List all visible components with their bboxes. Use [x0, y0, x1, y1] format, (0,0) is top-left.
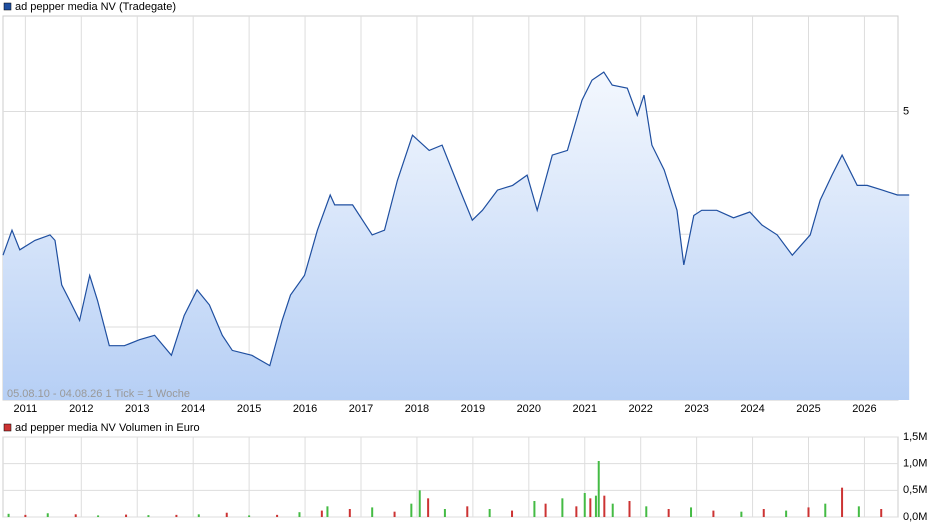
- volume-bar: [74, 514, 77, 517]
- x-tick-label: 2011: [14, 403, 38, 415]
- volume-bar: [320, 510, 323, 517]
- volume-bar: [24, 514, 27, 517]
- x-tick-label: 2016: [293, 403, 317, 415]
- volume-legend-swatch: [3, 423, 12, 432]
- volume-bar: [589, 498, 592, 517]
- volume-bar: [410, 503, 413, 517]
- x-tick-label: 2012: [69, 403, 93, 415]
- volume-title: ad pepper media NV Volumen in Euro: [15, 422, 200, 434]
- x-tick-label: 2014: [181, 403, 205, 415]
- volume-bar: [46, 513, 49, 517]
- x-tick-label: 2022: [628, 403, 652, 415]
- volume-bar: [225, 512, 228, 517]
- volume-bar: [326, 506, 329, 517]
- volume-bar: [298, 512, 301, 517]
- volume-bar: [712, 510, 715, 517]
- x-tick-label: 2015: [237, 403, 261, 415]
- price-line: [2, 71, 910, 367]
- volume-bar: [97, 515, 100, 517]
- marks: 2011 2012 2013 2014 2015 2016 2017 2018 2019 2020…: [2, 16, 927, 523]
- volume-bar: [147, 515, 150, 517]
- volume-bar: [690, 507, 693, 517]
- volume-bar: [248, 515, 251, 517]
- price-legend-swatch: [3, 2, 12, 11]
- volume-bar: [561, 498, 564, 517]
- range-note: 05.08.10 - 04.08.26 1 Tick = 1 Woche: [7, 388, 190, 400]
- volume-bar: [393, 511, 396, 517]
- x-tick-label: 2025: [796, 403, 820, 415]
- x-tick-label: 2017: [349, 403, 373, 415]
- volume-bar: [511, 510, 514, 517]
- volume-bar: [857, 506, 860, 517]
- volume-bar: [418, 490, 421, 517]
- volume-bar: [583, 493, 586, 517]
- volume-bar: [645, 506, 648, 517]
- x-tick-label: 2023: [684, 403, 708, 415]
- y-tick-label: 0,5M: [903, 484, 927, 496]
- volume-bar: [740, 511, 743, 517]
- volume-bar: [348, 509, 351, 517]
- y-tick-label: 1,0M: [903, 458, 927, 470]
- x-tick-label: 2026: [852, 403, 876, 415]
- volume-bar: [841, 487, 844, 517]
- price-title: ad pepper media NV (Tradegate): [15, 1, 176, 13]
- volume-bar: [611, 503, 614, 517]
- volume-bar: [125, 514, 128, 517]
- price-area: [3, 72, 910, 400]
- volume-bar: [628, 501, 631, 517]
- volume-bar: [603, 495, 606, 517]
- x-tick-label: 2013: [125, 403, 149, 415]
- volume-bar: [443, 509, 446, 517]
- x-tick-label: 2018: [405, 403, 429, 415]
- y-tick-label: 5: [903, 105, 909, 117]
- volume-bar: [466, 506, 469, 517]
- x-tick-label: 2021: [573, 403, 597, 415]
- volume-bar: [807, 507, 810, 517]
- x-tick-label: 2020: [517, 403, 541, 415]
- volume-bar: [488, 509, 491, 517]
- volume-bar: [7, 513, 10, 517]
- x-tick-label: 2019: [461, 403, 485, 415]
- volume-bar: [824, 503, 827, 517]
- volume-bar: [371, 507, 374, 517]
- volume-bar: [575, 506, 578, 517]
- y-tick-label: 0,0M: [903, 511, 927, 523]
- volume-bar: [880, 509, 883, 517]
- volume-bar: [597, 461, 600, 517]
- volume-bar: [533, 501, 536, 517]
- volume-bar: [667, 509, 670, 517]
- volume-bar: [594, 495, 597, 517]
- y-tick-label: 1,5M: [903, 431, 927, 443]
- volume-bar: [175, 514, 178, 517]
- volume-bar: [785, 510, 788, 517]
- volume-bar: [427, 498, 430, 517]
- volume-bar: [276, 514, 279, 517]
- volume-bar: [544, 503, 547, 517]
- volume-bar: [197, 514, 200, 517]
- volume-bar: [762, 509, 765, 517]
- x-tick-label: 2024: [740, 403, 764, 415]
